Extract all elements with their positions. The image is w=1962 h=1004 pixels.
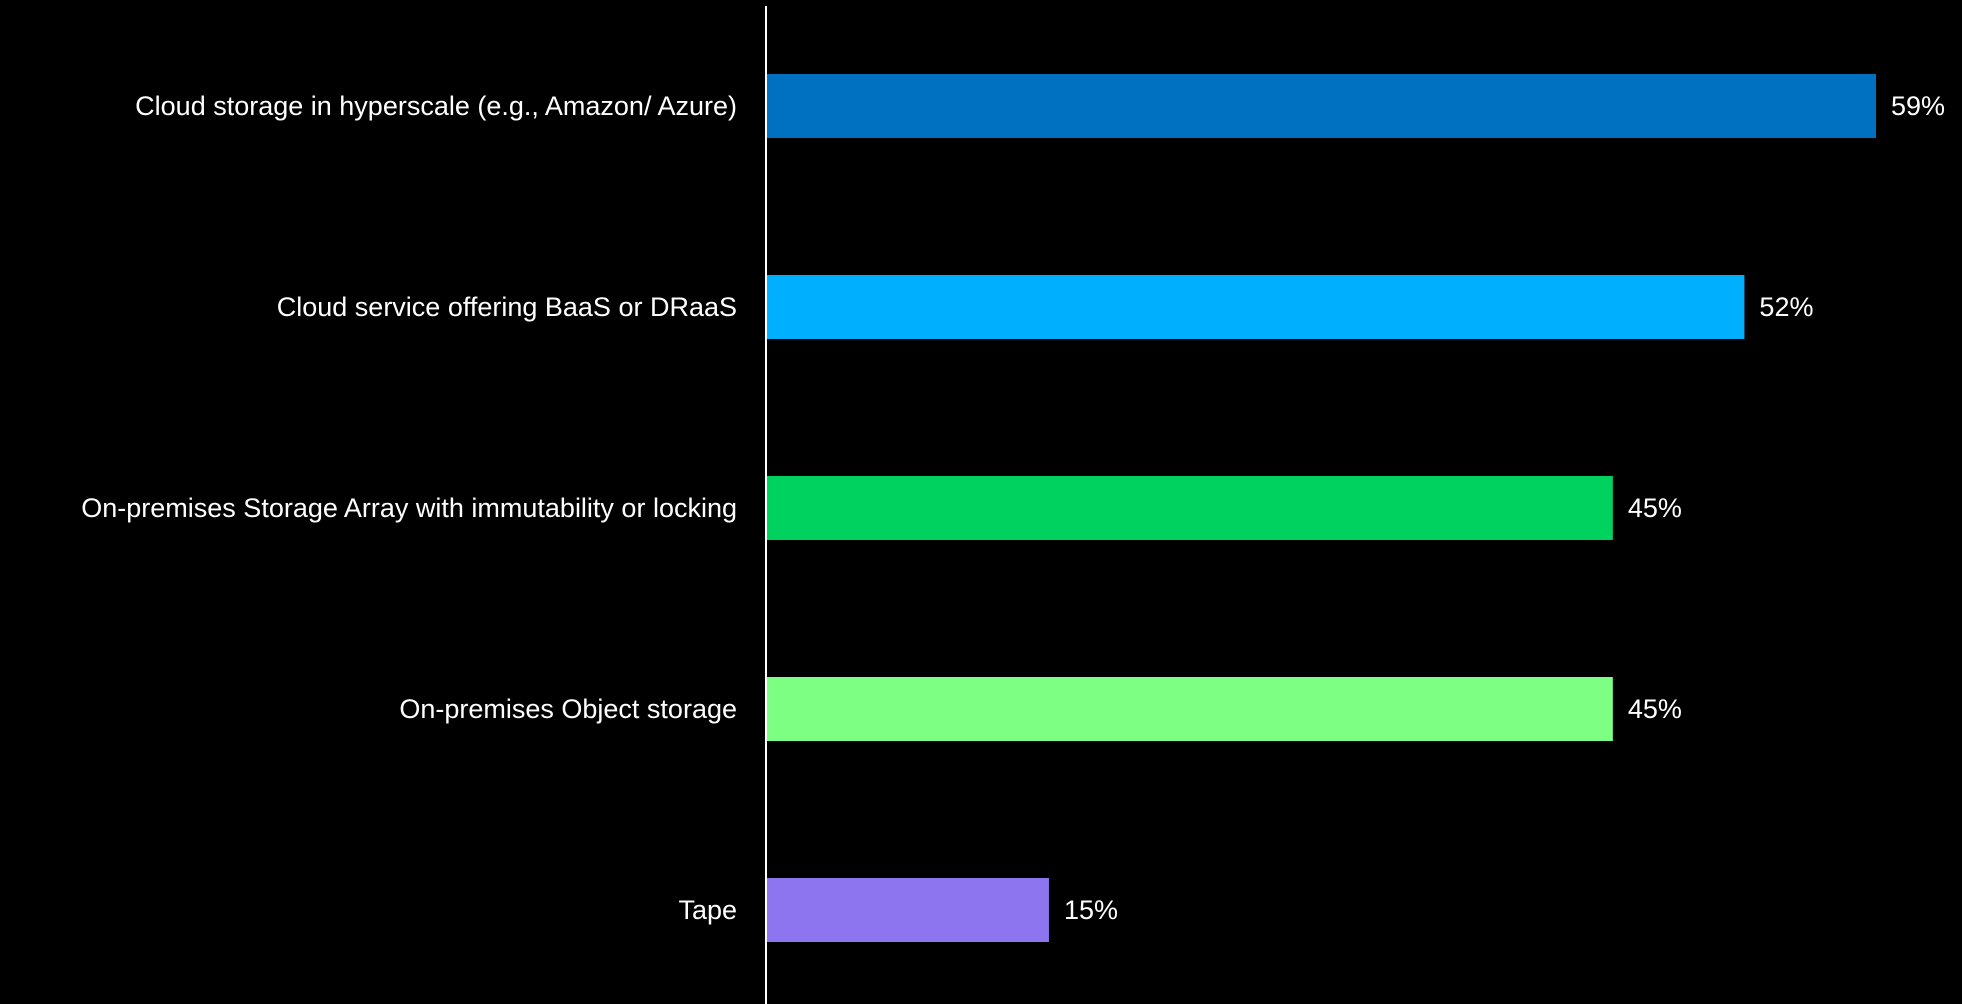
- value-label-5: 15%: [1064, 895, 1118, 925]
- labels-layer: Cloud storage in hyperscale (e.g., Amazo…: [81, 91, 1945, 925]
- bars-layer: [767, 74, 1876, 942]
- bar-3: [767, 476, 1613, 540]
- value-label-2: 52%: [1759, 292, 1813, 322]
- bar-2: [767, 275, 1745, 339]
- category-label-2: Cloud service offering BaaS or DRaaS: [277, 292, 737, 322]
- category-label-1: Cloud storage in hyperscale (e.g., Amazo…: [135, 91, 737, 121]
- value-label-3: 45%: [1628, 493, 1682, 523]
- bar-5: [767, 878, 1049, 942]
- bar-1: [767, 74, 1876, 138]
- value-label-4: 45%: [1628, 694, 1682, 724]
- value-label-1: 59%: [1891, 91, 1945, 121]
- category-label-3: On-premises Storage Array with immutabil…: [81, 493, 737, 523]
- category-label-5: Tape: [678, 895, 737, 925]
- bar-4: [767, 677, 1613, 741]
- category-label-4: On-premises Object storage: [399, 694, 737, 724]
